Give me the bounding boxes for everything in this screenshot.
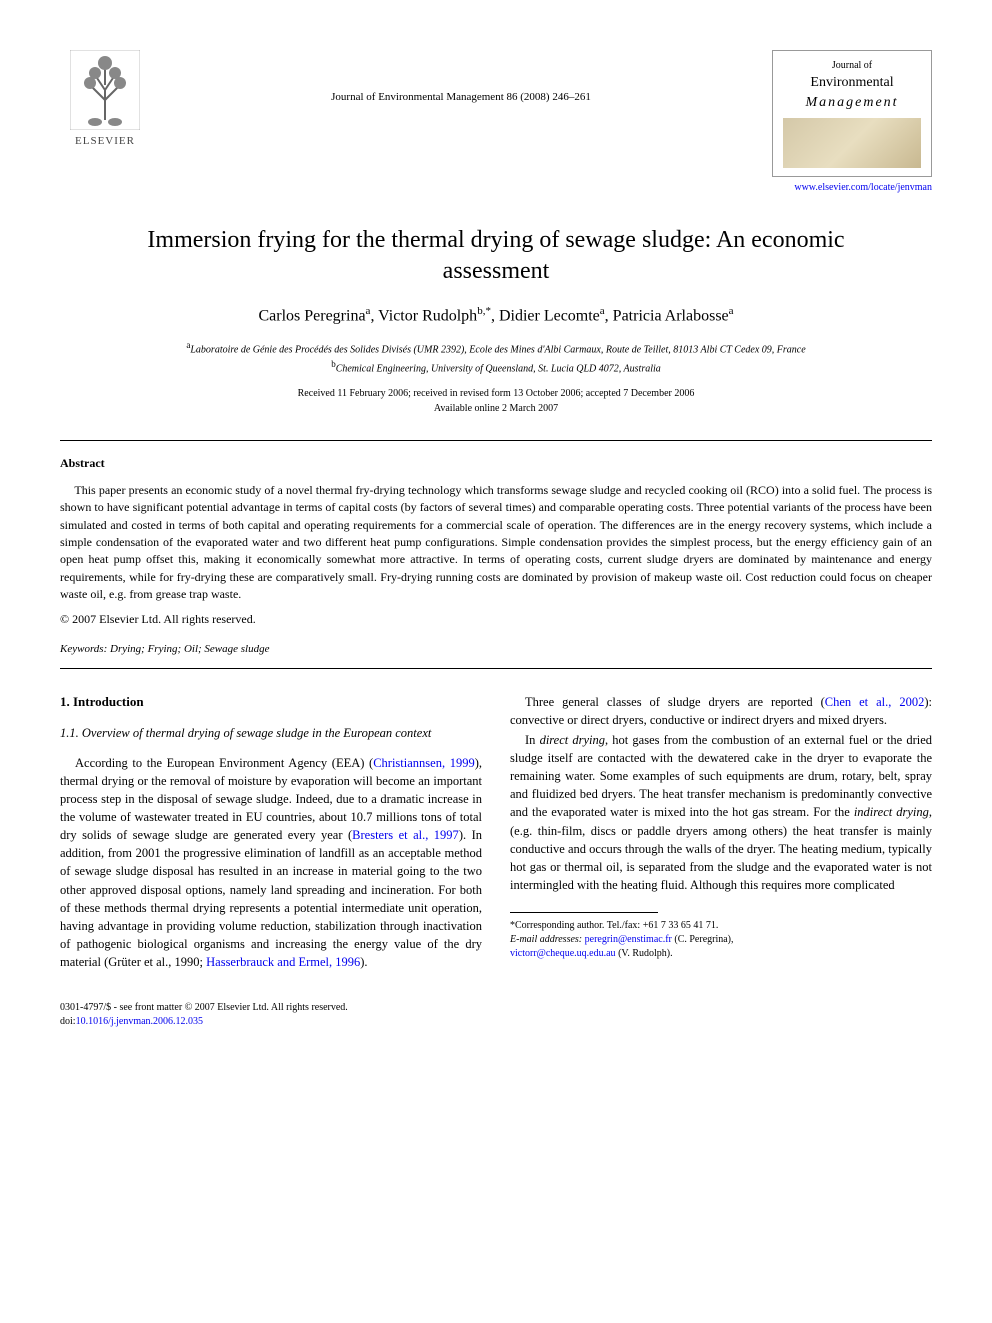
email-rudolph-line: victorr@cheque.uq.edu.au (V. Rudolph). <box>510 947 932 961</box>
email-rudolph-who: (V. Rudolph). <box>618 948 673 959</box>
publisher-logo: ELSEVIER <box>60 50 150 149</box>
keywords-label: Keywords: <box>60 643 107 655</box>
body-paragraph-1: According to the European Environment Ag… <box>60 754 482 972</box>
citation-hasserbrauck-1996[interactable]: Hasserbrauck and Ermel, 1996 <box>206 955 360 969</box>
citation-bresters-1997[interactable]: Bresters et al., 1997 <box>352 828 459 842</box>
email-label: E-mail addresses: <box>510 934 582 945</box>
rule-above-abstract <box>60 440 932 441</box>
journal-name-line1: Environmental <box>783 73 921 93</box>
affiliation-text-b: Chemical Engineering, University of Quee… <box>336 363 661 374</box>
p1-text-c: ). In addition, from 2001 the progressiv… <box>60 828 482 969</box>
footer-left: 0301-4797/$ - see front matter © 2007 El… <box>60 1001 348 1029</box>
email-rudolph[interactable]: victorr@cheque.uq.edu.au <box>510 948 616 959</box>
keywords-text: Drying; Frying; Oil; Sewage sludge <box>110 643 269 655</box>
journal-box-wrap: Journal of Environmental Management www.… <box>772 50 932 195</box>
corresponding-author: *Corresponding author. Tel./fax: +61 7 3… <box>510 919 932 933</box>
body-two-column: 1. Introduction 1.1. Overview of thermal… <box>60 693 932 971</box>
affiliations: aLaboratoire de Génie des Procédés des S… <box>60 339 932 376</box>
abstract-copyright: © 2007 Elsevier Ltd. All rights reserved… <box>60 611 932 628</box>
affiliation-b: bChemical Engineering, University of Que… <box>60 358 932 376</box>
dates-received-accepted: Received 11 February 2006; received in r… <box>60 386 932 401</box>
front-matter-line: 0301-4797/$ - see front matter © 2007 El… <box>60 1001 348 1015</box>
abstract-heading: Abstract <box>60 455 932 472</box>
citation-christiannsen-1999[interactable]: Christiannsen, 1999 <box>373 756 475 770</box>
journal-name-line2: Management <box>783 93 921 113</box>
elsevier-tree-icon <box>70 50 140 130</box>
email-addresses-line: E-mail addresses: peregrin@enstimac.fr (… <box>510 933 932 947</box>
footnotes: *Corresponding author. Tel./fax: +61 7 3… <box>510 919 932 961</box>
doi-link[interactable]: 10.1016/j.jenvman.2006.12.035 <box>76 1016 204 1027</box>
p1-text-d: ). <box>360 955 367 969</box>
rule-below-keywords <box>60 668 932 669</box>
keywords-line: Keywords: Drying; Frying; Oil; Sewage sl… <box>60 642 932 657</box>
footnote-block: *Corresponding author. Tel./fax: +61 7 3… <box>510 912 932 961</box>
email-peregrina-who: (C. Peregrina), <box>674 934 733 945</box>
citation-chen-2002[interactable]: Chen et al., 2002 <box>825 695 925 709</box>
abstract-text: This paper presents an economic study of… <box>60 482 932 604</box>
journal-cover-thumbnail <box>783 118 921 168</box>
body-paragraph-2: Three general classes of sludge dryers a… <box>510 693 932 729</box>
journal-reference: Journal of Environmental Management 86 (… <box>150 90 772 105</box>
article-dates: Received 11 February 2006; received in r… <box>60 386 932 416</box>
affiliation-a: aLaboratoire de Génie des Procédés des S… <box>60 339 932 357</box>
email-peregrina[interactable]: peregrin@enstimac.fr <box>585 934 672 945</box>
p1-text-a: According to the European Environment Ag… <box>75 756 373 770</box>
doi-line: doi:10.1016/j.jenvman.2006.12.035 <box>60 1015 348 1029</box>
journal-cover-box: Journal of Environmental Management <box>772 50 932 177</box>
dates-available-online: Available online 2 March 2007 <box>60 401 932 416</box>
journal-url[interactable]: www.elsevier.com/locate/jenvman <box>772 181 932 195</box>
page-footer: 0301-4797/$ - see front matter © 2007 El… <box>60 1001 932 1029</box>
publisher-name: ELSEVIER <box>75 134 135 149</box>
p2-text-a: Three general classes of sludge dryers a… <box>525 695 825 709</box>
subsection-1-1-heading: 1.1. Overview of thermal drying of sewag… <box>60 724 482 742</box>
authors-line: Carlos Peregrinaa, Victor Rudolphb,*, Di… <box>60 304 932 328</box>
header-row: ELSEVIER Journal of Environmental Manage… <box>60 50 932 195</box>
article-title: Immersion frying for the thermal drying … <box>100 225 892 287</box>
footnote-rule <box>510 912 658 913</box>
journal-of-label: Journal of <box>783 59 921 73</box>
body-paragraph-3: In direct drying, hot gases from the com… <box>510 731 932 894</box>
affiliation-text-a: Laboratoire de Génie des Procédés des So… <box>190 345 805 356</box>
doi-label: doi: <box>60 1016 76 1027</box>
section-1-heading: 1. Introduction <box>60 693 482 712</box>
